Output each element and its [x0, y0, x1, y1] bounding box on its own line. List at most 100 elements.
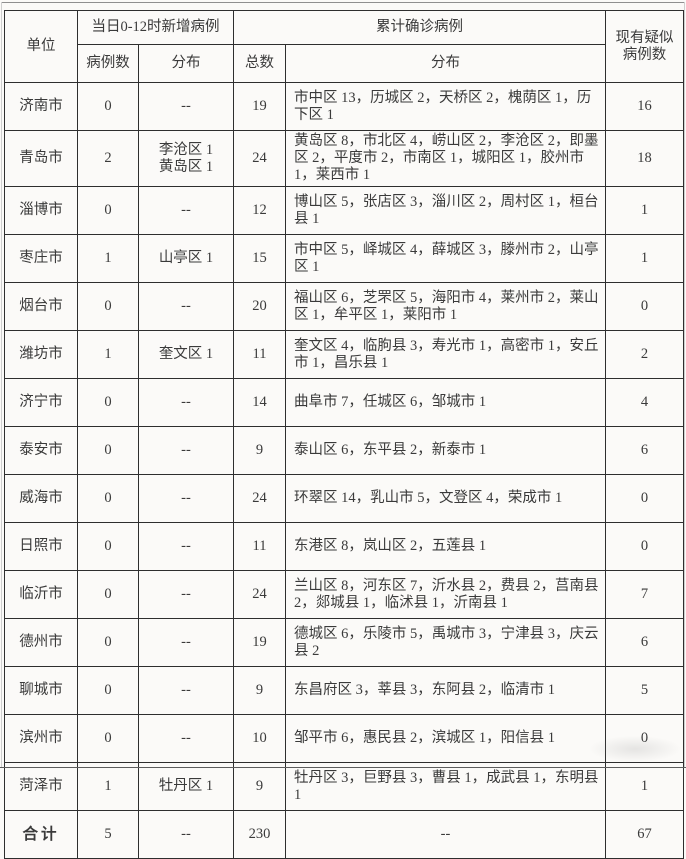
- cumulative-dist-cell: 兰山区 8，河东区 7，沂水县 2，费县 2，莒南县 2，郯城县 1，临沭县 1…: [285, 570, 607, 619]
- outer-border-line-top: [1, 2, 685, 3]
- col-header-new-distribution: 分布: [137, 44, 235, 83]
- col-header-cumulative-distribution: 分布: [285, 44, 607, 83]
- covid-cases-table: 单位 当日0-12时新增病例 累计确诊病例 现有疑似病例数 病例数 分布 总数 …: [4, 10, 685, 859]
- cumulative-total-cell: 11: [233, 522, 287, 571]
- cumulative-total-cell: 230: [233, 810, 287, 859]
- new-dist-cell: --: [137, 618, 235, 667]
- suspected-count-cell: 0: [605, 714, 685, 763]
- new-count-cell: 0: [77, 282, 139, 331]
- cumulative-dist-cell: 奎文区 4，临朐县 3，寿光市 1，高密市 1，安丘市 1，昌乐县 1: [285, 330, 607, 379]
- cumulative-total-cell: 12: [233, 186, 287, 235]
- new-dist-cell: --: [137, 186, 235, 235]
- city-cell: 青岛市: [4, 130, 78, 187]
- new-dist-cell: --: [137, 474, 235, 523]
- new-count-cell: 0: [77, 522, 139, 571]
- new-dist-cell: --: [137, 378, 235, 427]
- cumulative-dist-cell: 东昌府区 3，莘县 3，东阿县 2，临清市 1: [285, 666, 607, 715]
- suspected-count-cell: 67: [605, 810, 685, 859]
- suspected-count-cell: 5: [605, 666, 685, 715]
- new-dist-cell: --: [137, 666, 235, 715]
- suspected-count-cell: 0: [605, 522, 685, 571]
- new-dist-cell: --: [137, 282, 235, 331]
- new-dist-cell: 牡丹区 1: [137, 762, 235, 811]
- new-count-cell: 0: [77, 378, 139, 427]
- new-dist-cell: --: [137, 82, 235, 131]
- city-cell: 临沂市: [4, 570, 78, 619]
- new-count-cell: 0: [77, 426, 139, 475]
- city-cell: 淄博市: [4, 186, 78, 235]
- new-count-cell: 0: [77, 714, 139, 763]
- suspected-count-cell: 6: [605, 618, 685, 667]
- cumulative-dist-cell: 福山区 6，芝罘区 5，海阳市 4，莱州市 2，莱山区 1，牟平区 1，莱阳市 …: [285, 282, 607, 331]
- cumulative-dist-cell: --: [285, 810, 607, 859]
- cumulative-dist-cell: 博山区 5，张店区 3，淄川区 2，周村区 1，桓台县 1: [285, 186, 607, 235]
- new-dist-cell: --: [137, 570, 235, 619]
- cumulative-dist-cell: 邹平市 6，惠民县 2，滨城区 1，阳信县 1: [285, 714, 607, 763]
- new-dist-cell: 山亭区 1: [137, 234, 235, 283]
- suspected-count-cell: 2: [605, 330, 685, 379]
- new-dist-cell: --: [137, 426, 235, 475]
- header-group-row: 单位 当日0-12时新增病例 累计确诊病例 现有疑似病例数: [4, 10, 685, 83]
- col-header-cumulative-group: 累计确诊病例: [233, 10, 607, 45]
- new-count-cell: 1: [77, 234, 139, 283]
- suspected-count-cell: 4: [605, 378, 685, 427]
- cumulative-total-cell: 19: [233, 618, 287, 667]
- header-sub-row: 病例数 分布 总数 分布: [5, 44, 684, 83]
- col-header-suspected: 现有疑似病例数: [605, 10, 685, 83]
- cumulative-total-cell: 24: [233, 570, 287, 619]
- cumulative-dist-cell: 市中区 13，历城区 2，天桥区 2，槐荫区 1，历下区 1: [285, 82, 607, 131]
- new-dist-cell: --: [137, 810, 235, 859]
- table-row: 潍坊市 1 奎文区 1 11 奎文区 4，临朐县 3，寿光市 1，高密市 1，安丘市 1…: [4, 330, 685, 379]
- suspected-count-cell: 6: [605, 426, 685, 475]
- cumulative-total-cell: 15: [233, 234, 287, 283]
- cumulative-dist-cell: 牡丹区 3，巨野县 3，曹县 1，成武县 1，东明县 1: [285, 762, 607, 811]
- city-cell: 济宁市: [4, 378, 78, 427]
- city-cell: 泰安市: [4, 426, 78, 475]
- city-cell: 滨州市: [4, 714, 78, 763]
- city-cell: 日照市: [4, 522, 78, 571]
- new-count-cell: 0: [77, 186, 139, 235]
- suspected-count-cell: 7: [605, 570, 685, 619]
- suspected-count-cell: 1: [605, 762, 685, 811]
- suspected-count-cell: 0: [605, 474, 685, 523]
- suspected-count-cell: 16: [605, 82, 685, 131]
- table-row: 枣庄市 1 山亭区 1 15 市中区 5，峄城区 4，薛城区 3，滕州市 2，山亭区 1…: [4, 234, 685, 283]
- cumulative-dist-cell: 曲阜市 7，任城区 6，邹城市 1: [285, 378, 607, 427]
- cumulative-total-cell: 19: [233, 82, 287, 131]
- col-header-cumulative-total: 总数: [233, 44, 287, 83]
- suspected-count-cell: 18: [605, 130, 685, 187]
- city-cell: 烟台市: [4, 282, 78, 331]
- cumulative-dist-cell: 德城区 6，乐陵市 5，禹城市 3，宁津县 3，庆云县 2: [285, 618, 607, 667]
- outer-border-line-right: [684, 2, 685, 767]
- cumulative-total-cell: 9: [233, 762, 287, 811]
- table-row: 烟台市 0 -- 20 福山区 6，芝罘区 5，海阳市 4，莱州市 2，莱山区 1，牟平…: [4, 282, 685, 331]
- outer-border-line-left: [1, 2, 2, 767]
- col-header-new-count: 病例数: [77, 44, 139, 83]
- table-row: 青岛市 2 李沧区 1 黄岛区 1 24 黄岛区 8，市北区 4，崂山区 2，李沧区 2…: [4, 130, 685, 187]
- new-count-cell: 1: [77, 762, 139, 811]
- new-count-cell: 0: [77, 666, 139, 715]
- cumulative-dist-cell: 黄岛区 8，市北区 4，崂山区 2，李沧区 2，即墨区 2，平度市 2，市南区 …: [285, 130, 607, 187]
- new-dist-cell: 李沧区 1 黄岛区 1: [137, 130, 235, 187]
- table-row: 济南市 0 -- 19 市中区 13，历城区 2，天桥区 2，槐荫区 1，历下区 1 16: [4, 82, 685, 131]
- new-count-cell: 2: [77, 130, 139, 187]
- cumulative-total-cell: 14: [233, 378, 287, 427]
- new-count-cell: 0: [77, 82, 139, 131]
- new-count-cell: 0: [77, 570, 139, 619]
- new-count-cell: 1: [77, 330, 139, 379]
- table-row: 临沂市 0 -- 24 兰山区 8，河东区 7，沂水县 2，费县 2，莒南县 2，郯城县…: [4, 570, 685, 619]
- total-row: 合计 5 -- 230 -- 67: [4, 810, 685, 859]
- new-dist-cell: --: [137, 522, 235, 571]
- new-count-cell: 0: [77, 474, 139, 523]
- cumulative-dist-cell: 市中区 5，峄城区 4，薛城区 3，滕州市 2，山亭区 1: [285, 234, 607, 283]
- city-cell: 威海市: [4, 474, 78, 523]
- suspected-count-cell: 1: [605, 234, 685, 283]
- city-cell: 潍坊市: [4, 330, 78, 379]
